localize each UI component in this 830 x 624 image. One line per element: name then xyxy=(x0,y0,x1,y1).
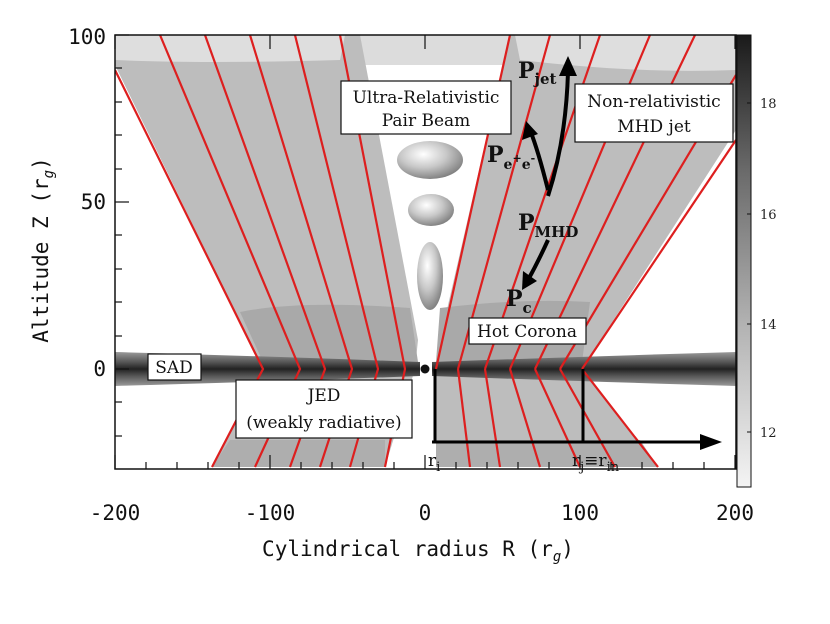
field-line-r6b xyxy=(559,368,616,468)
x-tick-label-4: 200 xyxy=(716,501,754,525)
mhd-jet-line-1: Non-relativistic xyxy=(587,92,720,112)
r-j-label: rj≡rin xyxy=(572,451,620,475)
x-ticks xyxy=(114,35,736,469)
jed-line-2: (weakly radiative) xyxy=(246,413,401,433)
pair-beam-box xyxy=(340,80,512,135)
p-ee-label: Pe+e- xyxy=(487,142,535,173)
left-corona-dark xyxy=(240,304,418,362)
mhd-jet-line-2: MHD jet xyxy=(617,117,691,137)
field-line-r2 xyxy=(456,35,552,370)
jed-box xyxy=(235,379,413,439)
radius-arrowhead xyxy=(700,434,722,450)
radius-markers xyxy=(432,369,702,444)
x-tick-label-0: -200 xyxy=(90,501,141,525)
sad-label: SAD xyxy=(155,358,193,378)
y-tick-label-1: 50 xyxy=(81,190,106,214)
x-tick-label-1: -100 xyxy=(245,501,296,525)
field-line-r2b xyxy=(456,368,472,468)
field-line-r3b xyxy=(483,368,502,468)
r-i-label: ri xyxy=(428,451,440,475)
black-hole-dot xyxy=(420,364,430,374)
plasma-blob-small xyxy=(417,242,443,310)
sad-box xyxy=(147,353,202,381)
hot-corona-label: Hot Corona xyxy=(477,322,577,342)
colorbar-ticks xyxy=(747,102,751,433)
lower-dark-left xyxy=(212,440,385,467)
colorbar-label-14: 14 xyxy=(760,318,777,333)
colorbar-label-12: 12 xyxy=(760,426,777,441)
colorbar-label-18: 18 xyxy=(760,97,777,112)
y-tick-label-0: 0 xyxy=(93,357,106,381)
y-ticks xyxy=(115,34,129,437)
arrowhead-pair xyxy=(522,121,538,140)
field-line-r5b xyxy=(534,368,581,468)
p-mhd-label: PMHD xyxy=(518,210,578,241)
pair-beam-line-2: Pair Beam xyxy=(382,111,471,131)
field-line-r7 xyxy=(581,139,736,370)
y-tick-label-2: 100 xyxy=(68,25,106,49)
field-line-r4b xyxy=(508,368,542,468)
x-tick-label-3: 100 xyxy=(561,501,599,525)
arrow-to-jet xyxy=(546,71,570,197)
colorbar-label-16: 16 xyxy=(760,208,777,223)
x-axis-title: Cylindrical radius R (rg) xyxy=(262,537,574,565)
plasma-blob-medium xyxy=(408,194,454,226)
top-light-left xyxy=(115,35,345,62)
p-jet-label: Pjet xyxy=(518,58,557,88)
hot-corona-box xyxy=(468,317,587,345)
arrowhead-jet xyxy=(559,56,577,76)
mhd-jet-box xyxy=(574,83,734,143)
field-line-r7b xyxy=(581,368,659,468)
plasma-blob-large xyxy=(397,141,463,179)
pair-beam-line-1: Ultra-Relativistic xyxy=(353,88,500,108)
x-tick-label-2: 0 xyxy=(419,501,432,525)
field-line-l1 xyxy=(115,69,265,468)
arrowhead-corona xyxy=(522,271,537,290)
colorbar xyxy=(736,34,752,488)
p-c-label: Pc xyxy=(506,286,532,317)
y-axis-title: Altitude Z (rg) xyxy=(29,157,57,342)
jed-line-1: JED xyxy=(306,386,341,406)
